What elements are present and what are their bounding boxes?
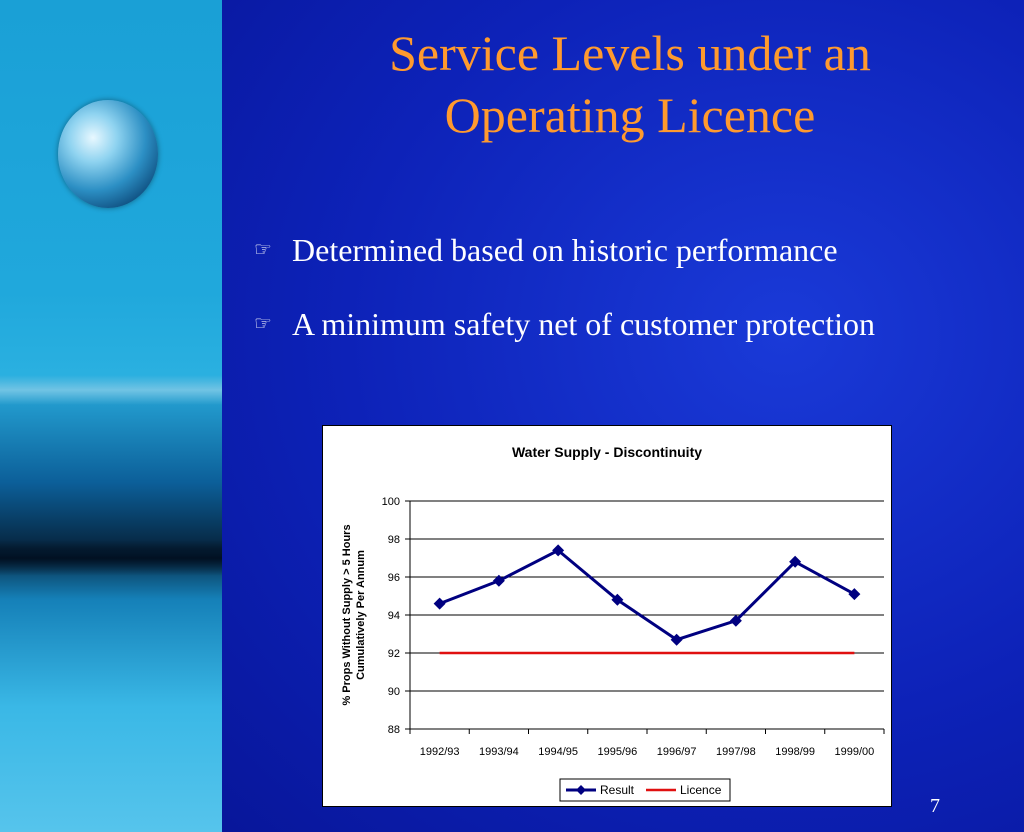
legend-marker-result [576, 785, 586, 795]
x-tick-label: 1997/98 [716, 746, 756, 758]
x-tick-label: 1993/94 [479, 746, 519, 758]
y-tick-label: 90 [388, 686, 400, 698]
bullet-text: Determined based on historic performance [292, 232, 838, 268]
y-tick-label: 98 [388, 534, 400, 546]
x-tick-label: 1998/99 [775, 746, 815, 758]
bullet-item: ☞ Determined based on historic performan… [254, 228, 982, 272]
slide-title-line-2: Operating Licence [444, 87, 816, 143]
y-tick-label: 94 [388, 610, 400, 622]
y-tick-label: 88 [388, 724, 400, 736]
page-number: 7 [930, 795, 940, 817]
y-axis-label: Cumulatively Per Annum [355, 550, 367, 680]
decorative-water-panel [0, 0, 222, 832]
line-chart: Water Supply - Discontinuity 88 90 92 94 96 98… [341, 444, 885, 802]
water-surface [0, 540, 222, 576]
data-point-result [670, 633, 683, 646]
x-tick-label: 1992/93 [420, 746, 460, 758]
data-point-result [848, 588, 861, 601]
y-axis-label: % Props Without Supply > 5 Hours [341, 524, 353, 705]
chart-legend [559, 778, 731, 802]
legend-label-result: Result [600, 783, 635, 797]
x-tick-label: 1999/00 [834, 746, 874, 758]
data-point-result [789, 555, 802, 568]
water-ripple [0, 375, 222, 405]
data-point-result [729, 614, 742, 627]
y-tick-label: 100 [382, 496, 400, 508]
data-point-result [611, 593, 624, 606]
x-tick-label: 1995/96 [597, 746, 637, 758]
chart-container: Water Supply - Discontinuity 88 90 92 94 96 98… [322, 425, 892, 807]
x-tick-label: 1996/97 [657, 746, 697, 758]
slide-title-line-1: Service Levels under an [389, 25, 871, 81]
water-droplet-image [58, 100, 158, 208]
x-tick-label: 1994/95 [538, 746, 578, 758]
data-point-result [492, 574, 505, 587]
pointing-hand-icon: ☞ [254, 239, 272, 261]
y-tick-label: 92 [388, 648, 400, 660]
y-tick-label: 96 [388, 572, 400, 584]
legend-label-licence: Licence [680, 783, 722, 797]
data-point-result [433, 597, 446, 610]
pointing-hand-icon: ☞ [254, 313, 272, 335]
chart-title: Water Supply - Discontinuity [512, 444, 702, 460]
data-point-result [552, 544, 565, 557]
series-line-result [439, 548, 856, 642]
bullet-text: A minimum safety net of customer protect… [292, 306, 875, 342]
bullet-item: ☞ A minimum safety net of customer prote… [254, 302, 892, 346]
slide-title: Service Levels under an Operating Licenc… [300, 22, 960, 146]
